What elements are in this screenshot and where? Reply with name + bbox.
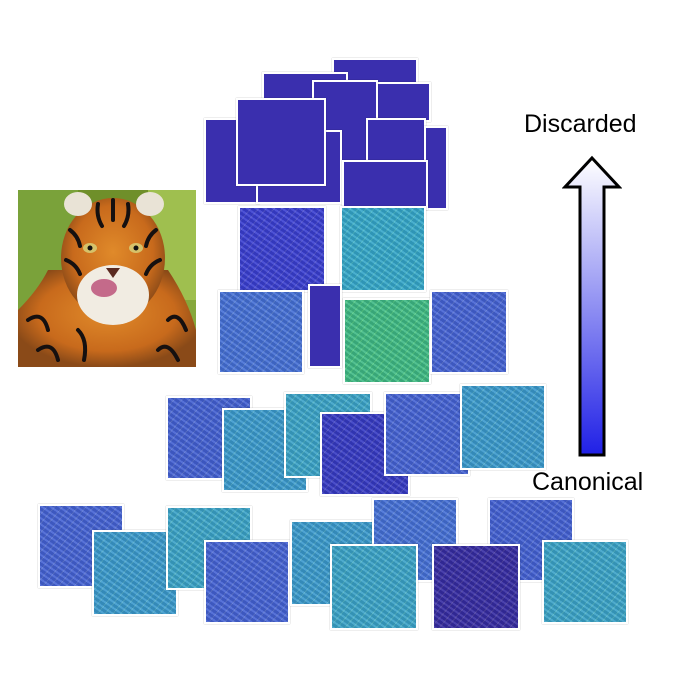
feature-map — [330, 544, 418, 630]
feature-map — [430, 290, 508, 374]
up-arrow-icon — [562, 155, 622, 457]
canonical-label: Canonical — [532, 468, 644, 496]
feature-map — [238, 206, 326, 292]
feature-map — [343, 298, 431, 384]
discarded-feature-map — [236, 98, 326, 186]
feature-map — [460, 384, 546, 470]
discarded-feature-map — [342, 160, 428, 210]
feature-map — [204, 540, 290, 624]
feature-map — [384, 392, 470, 476]
discarded-feature-map — [424, 126, 448, 210]
discarded-feature-map — [375, 82, 431, 122]
feature-map — [432, 544, 520, 630]
feature-map — [218, 290, 304, 374]
feature-map — [308, 284, 342, 368]
tiger-photo — [18, 190, 196, 367]
feature-map — [542, 540, 628, 624]
feature-map — [340, 206, 426, 292]
discarded-label: Discarded — [524, 110, 637, 138]
feature-map — [92, 530, 178, 616]
